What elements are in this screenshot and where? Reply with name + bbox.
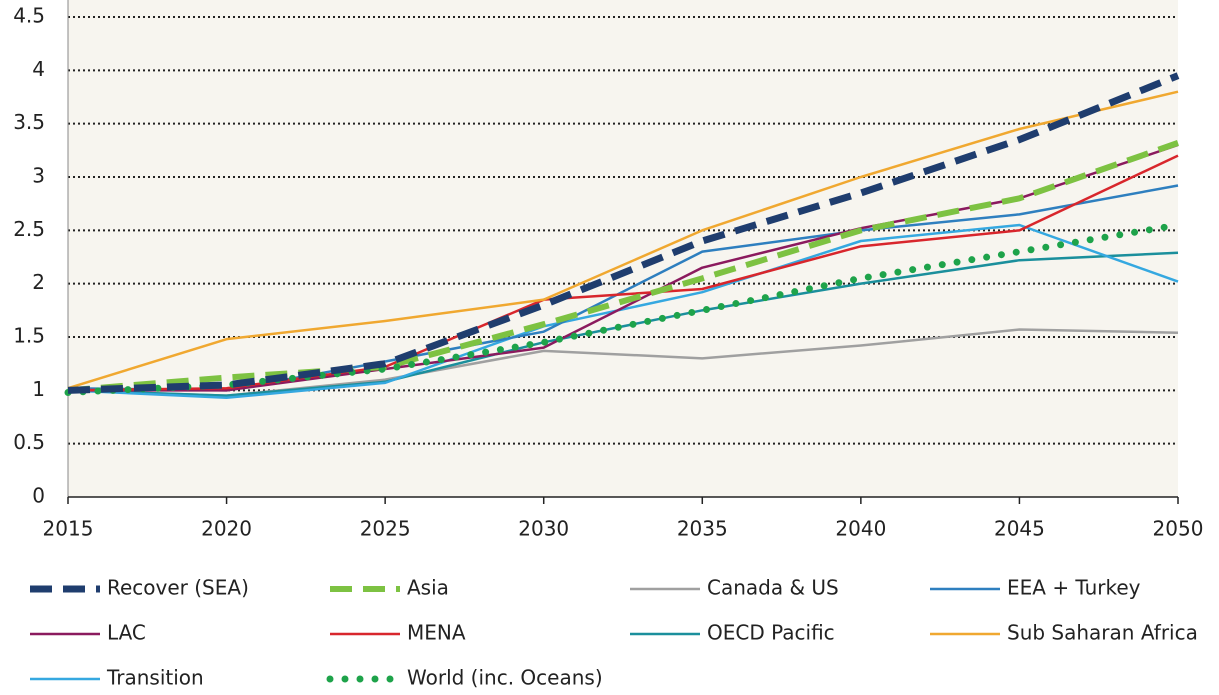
legend-label: Canada & US — [707, 576, 839, 600]
x-tick-label: 2020 — [201, 517, 252, 541]
y-tick-label: 2 — [32, 270, 45, 294]
y-tick-label: 4 — [32, 57, 45, 81]
y-tick-label: 1 — [32, 377, 45, 401]
series-line — [67, 251, 1179, 397]
legend-label: EEA + Turkey — [1007, 576, 1141, 600]
y-tick-label: 0 — [32, 484, 45, 508]
series-line — [67, 90, 1179, 390]
y-tick-label: 3.5 — [13, 110, 45, 134]
x-tick-label: 2035 — [677, 517, 728, 541]
series-line — [67, 223, 1179, 400]
x-tick-label: 2030 — [518, 517, 569, 541]
x-tick-label: 2040 — [835, 517, 886, 541]
legend-label: LAC — [107, 621, 146, 645]
plot-background — [68, 0, 1178, 497]
series-line — [68, 143, 1179, 392]
series-line — [67, 140, 1179, 394]
x-tick-label: 2025 — [360, 517, 411, 541]
x-tick-label: 2050 — [1153, 517, 1204, 541]
legend-label: MENA — [407, 621, 466, 645]
legend-label: Transition — [106, 666, 204, 690]
legend-label: World (inc. Oceans) — [407, 666, 603, 690]
legend-label: Asia — [407, 576, 449, 600]
y-tick-label: 2.5 — [13, 217, 45, 241]
legend-label: Recover (SEA) — [107, 576, 249, 600]
legend-label: Sub Saharan Africa — [1007, 621, 1198, 645]
x-tick-label: 2015 — [43, 517, 94, 541]
y-tick-label: 3 — [32, 164, 45, 188]
x-tick-label: 2045 — [994, 517, 1045, 541]
y-tick-label: 4.5 — [13, 4, 45, 28]
y-tick-label: 0.5 — [13, 430, 45, 454]
legend-label: OECD Pacific — [707, 621, 835, 645]
y-tick-label: 1.5 — [13, 324, 45, 348]
series-line — [67, 72, 1180, 394]
